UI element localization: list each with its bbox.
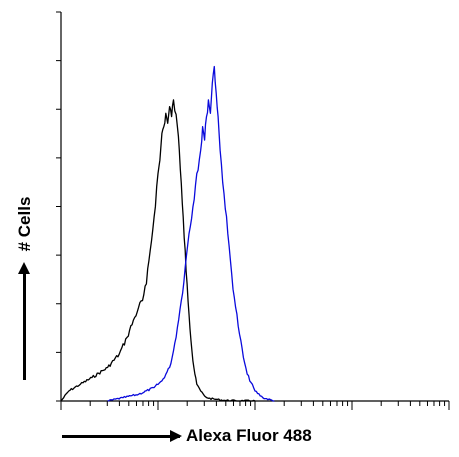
stained-histogram-line (107, 65, 275, 402)
axes (56, 11, 450, 410)
x-axis-label: Alexa Fluor 488 (186, 426, 312, 445)
x-axis-title: Alexa Fluor 488 (62, 424, 312, 448)
control-histogram-line (60, 99, 256, 402)
y-axis-title: # Cells (13, 188, 37, 398)
x-arrow-icon (62, 429, 182, 442)
y-arrow-icon (18, 262, 30, 380)
series-layer (60, 65, 275, 402)
y-axis-label: # Cells (15, 196, 34, 252)
